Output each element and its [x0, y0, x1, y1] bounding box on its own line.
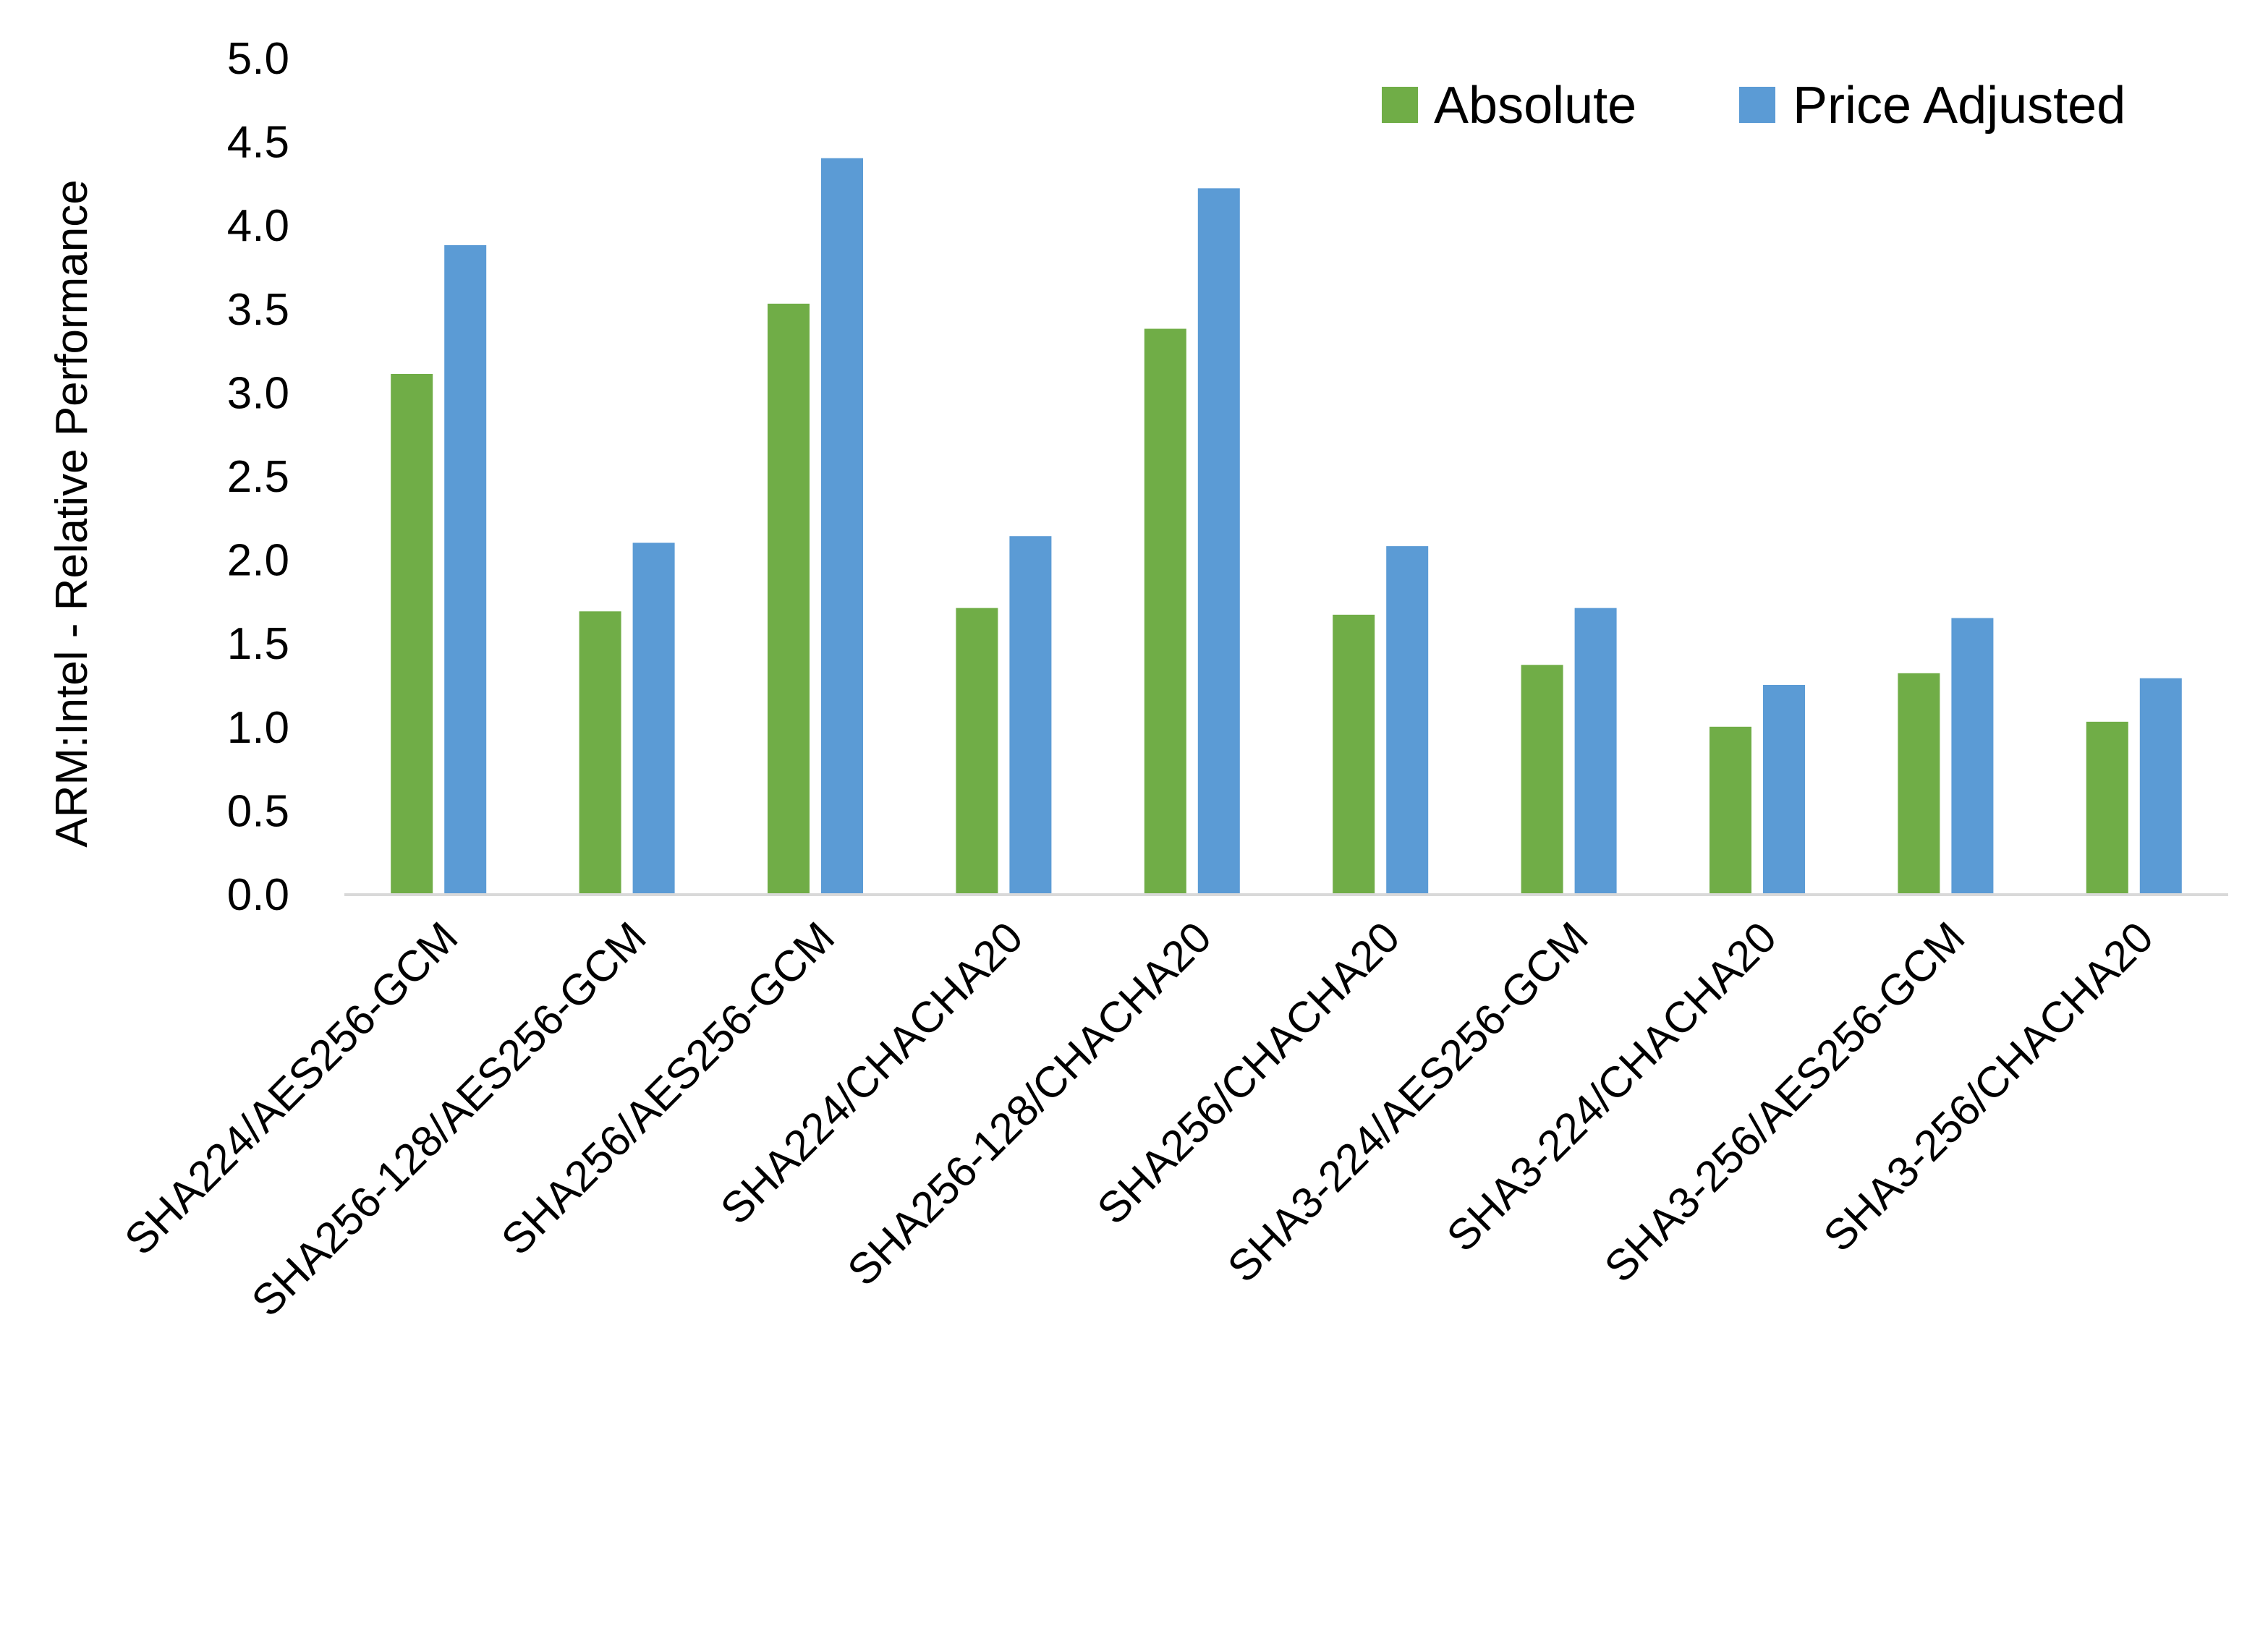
bar-price-adjusted: [1574, 608, 1617, 894]
y-tick-label: 2.0: [227, 536, 289, 586]
x-tick-label: SHA256-128/AES256-GCM: [242, 913, 655, 1326]
bar-absolute: [2086, 721, 2128, 894]
bar-absolute: [956, 608, 998, 894]
bar-price-adjusted: [821, 158, 863, 895]
legend-swatch-price-adjusted: [1739, 87, 1775, 123]
bar-absolute: [1333, 614, 1375, 894]
bar-price-adjusted: [444, 244, 487, 895]
x-tick-label: SHA224/CHACHA20: [711, 913, 1032, 1234]
bar-absolute: [1898, 673, 1940, 894]
legend: Absolute Price Adjusted: [1382, 77, 2125, 135]
y-axis-label: ARM:Intel - Relative Performance: [47, 179, 97, 847]
y-tick-label: 3.0: [227, 368, 289, 418]
y-tick-label: 1.0: [227, 703, 289, 753]
bar-absolute: [579, 611, 621, 894]
y-tick-label: 0.5: [227, 786, 289, 836]
x-tick-label: SHA3-256/AES256-GCM: [1595, 913, 1974, 1292]
x-tick-label: SHA3-224/AES256-GCM: [1218, 913, 1597, 1292]
x-tick-label: SHA256/AES256-GCM: [492, 913, 844, 1264]
y-tick-label: 5.0: [227, 34, 289, 84]
y-tick-label: 4.0: [227, 201, 289, 251]
legend-label-absolute: Absolute: [1434, 77, 1636, 135]
bar-price-adjusted: [1197, 188, 1240, 894]
x-tick-label: SHA256-128/CHACHA20: [838, 913, 1220, 1295]
legend-swatch-absolute: [1382, 87, 1418, 123]
y-tick-label: 4.5: [227, 118, 289, 168]
y-tick-label: 3.5: [227, 285, 289, 335]
y-tick-label: 0.0: [227, 870, 289, 920]
bar-absolute: [1144, 328, 1186, 894]
bar-price-adjusted: [1009, 536, 1052, 894]
bar-price-adjusted: [1763, 685, 1805, 894]
y-tick-label: 2.5: [227, 452, 289, 502]
bar-absolute: [768, 303, 810, 894]
bar-absolute: [391, 373, 433, 894]
bar-price-adjusted: [1951, 618, 1994, 894]
x-tick-label: SHA3-256/CHACHA20: [1814, 913, 2162, 1261]
x-tick-label: SHA224/AES256-GCM: [115, 913, 467, 1264]
bar-price-adjusted: [2139, 678, 2182, 894]
bar-price-adjusted: [632, 542, 675, 894]
x-tick-label: SHA256/CHACHA20: [1088, 913, 1409, 1234]
y-axis-ticks: 0.0 0.5 1.0 1.5 2.0 2.5 3.0 3.5 4.0 4.5 5.0: [227, 34, 289, 920]
y-tick-label: 1.5: [227, 619, 289, 669]
x-axis-labels: SHA224/AES256-GCMSHA256-128/AES256-GCMSH…: [115, 913, 2162, 1326]
bar-price-adjusted: [1386, 546, 1429, 894]
bars: [391, 158, 2182, 895]
x-tick-label: SHA3-224/CHACHA20: [1437, 913, 1785, 1261]
legend-label-price-adjusted: Price Adjusted: [1793, 77, 2125, 135]
bar-absolute: [1521, 665, 1563, 894]
bar-absolute: [1710, 726, 1751, 894]
